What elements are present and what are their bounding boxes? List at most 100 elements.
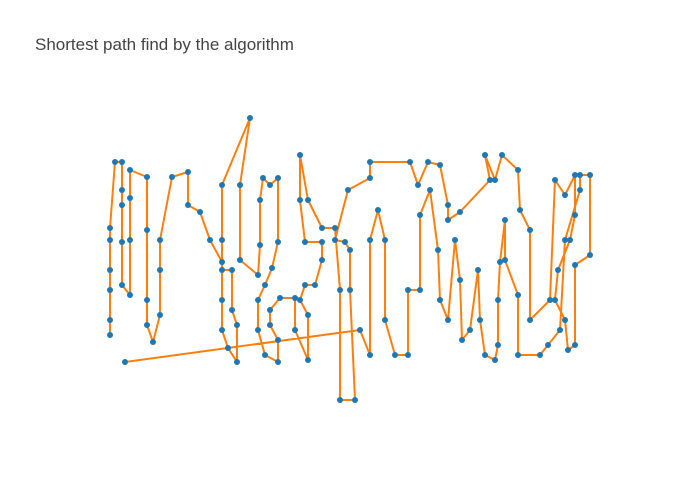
point — [435, 247, 441, 253]
point — [552, 177, 558, 183]
point — [495, 342, 501, 348]
point — [452, 237, 458, 243]
point — [332, 237, 338, 243]
point — [225, 345, 231, 351]
point — [425, 159, 431, 165]
point — [405, 352, 411, 358]
point — [257, 242, 263, 248]
point — [219, 267, 225, 273]
point — [457, 209, 463, 215]
point — [267, 182, 273, 188]
point — [144, 174, 150, 180]
point — [557, 327, 563, 333]
point — [247, 115, 253, 121]
point — [207, 237, 213, 243]
point — [275, 337, 281, 343]
point — [337, 287, 343, 293]
point — [392, 352, 398, 358]
point — [219, 259, 225, 265]
point — [119, 202, 125, 208]
point — [127, 167, 133, 173]
point — [185, 202, 191, 208]
point — [572, 342, 578, 348]
point — [437, 162, 443, 168]
point — [547, 297, 553, 303]
point — [342, 239, 348, 245]
point — [415, 182, 421, 188]
point — [367, 352, 373, 358]
point — [572, 262, 578, 268]
point — [305, 197, 311, 203]
point — [297, 152, 303, 158]
point — [107, 317, 113, 323]
point — [185, 169, 191, 175]
point — [407, 159, 413, 165]
point — [119, 187, 125, 193]
point — [237, 182, 243, 188]
point — [345, 187, 351, 193]
chart-title: Shortest path find by the algorithm — [35, 35, 294, 54]
point — [292, 295, 298, 301]
point — [382, 237, 388, 243]
point — [292, 327, 298, 333]
point — [545, 342, 551, 348]
point — [375, 207, 381, 213]
point — [127, 195, 133, 201]
point — [319, 225, 325, 231]
point — [144, 297, 150, 303]
point — [302, 239, 308, 245]
point — [572, 212, 578, 218]
point — [459, 337, 465, 343]
point — [567, 237, 573, 243]
point — [495, 297, 501, 303]
point — [267, 322, 273, 328]
point — [262, 282, 268, 288]
point — [127, 292, 133, 298]
point — [467, 327, 473, 333]
point — [502, 217, 508, 223]
point — [382, 317, 388, 323]
point — [475, 267, 481, 273]
point — [332, 225, 338, 231]
point — [302, 282, 308, 288]
point — [255, 327, 261, 333]
point — [119, 159, 125, 165]
point — [269, 265, 275, 271]
point — [219, 327, 225, 333]
point — [337, 397, 343, 403]
point — [267, 307, 273, 313]
point — [150, 339, 156, 345]
point — [445, 317, 451, 323]
point — [565, 347, 571, 353]
point — [219, 237, 225, 243]
point — [157, 267, 163, 273]
point — [107, 287, 113, 293]
point — [587, 172, 593, 178]
point — [260, 175, 266, 181]
point — [457, 277, 463, 283]
point — [234, 322, 240, 328]
point — [497, 259, 503, 265]
point — [107, 332, 113, 338]
point — [562, 237, 568, 243]
point — [255, 272, 261, 278]
point — [229, 307, 235, 313]
point — [197, 209, 203, 215]
point — [157, 312, 163, 318]
point — [297, 297, 303, 303]
point — [499, 152, 505, 158]
point — [234, 359, 240, 365]
point — [417, 212, 423, 218]
point — [515, 352, 521, 358]
point — [577, 172, 583, 178]
point — [515, 167, 521, 173]
point — [367, 159, 373, 165]
point — [482, 352, 488, 358]
point — [157, 237, 163, 243]
point — [417, 287, 423, 293]
point — [562, 192, 568, 198]
point — [517, 207, 523, 213]
point — [107, 225, 113, 231]
point — [275, 239, 281, 245]
